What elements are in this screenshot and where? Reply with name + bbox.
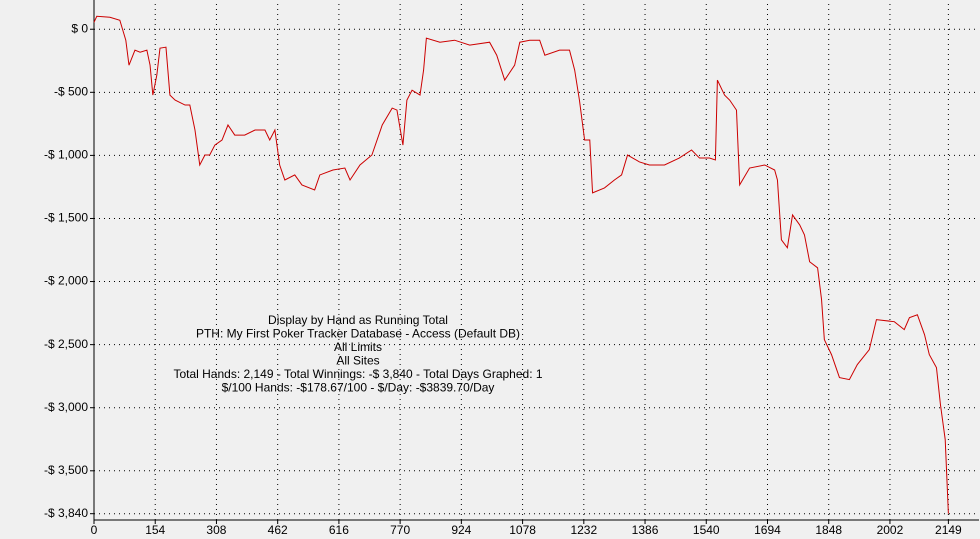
x-tick-label: 0	[91, 523, 98, 537]
x-tick-label: 1386	[632, 523, 659, 537]
y-tick-label: $ 0	[71, 21, 88, 35]
x-tick-label: 1232	[570, 523, 597, 537]
annotation: All Sites	[336, 354, 379, 368]
x-tick-label: 2002	[877, 523, 904, 537]
series-line	[93, 15, 949, 514]
annotation: Display by Hand as Running Total	[268, 313, 448, 327]
y-tick-label: -$ 2,500	[44, 337, 88, 351]
y-tick-label: -$ 2,000	[44, 274, 88, 288]
y-tick-label: -$ 1,000	[44, 148, 88, 162]
x-tick-label: 616	[329, 523, 349, 537]
x-tick-label: 1540	[693, 523, 720, 537]
x-tick-label: 1848	[815, 523, 842, 537]
y-tick-label: -$ 1,500	[44, 211, 88, 225]
x-tick-label: 770	[390, 523, 410, 537]
annotation: PTH: My First Poker Tracker Database - A…	[196, 327, 520, 341]
x-tick-label: 1078	[509, 523, 536, 537]
annotation: All Limits	[334, 340, 382, 354]
x-tick-label: 154	[145, 523, 165, 537]
x-tick-label: 462	[268, 523, 288, 537]
y-tick-label: -$ 3,000	[44, 400, 88, 414]
y-tick-label: -$ 500	[54, 84, 88, 98]
x-tick-label: 1694	[754, 523, 781, 537]
annotation: $/100 Hands: -$178.67/100 - $/Day: -$383…	[222, 381, 495, 395]
x-tick-label: 2149	[935, 523, 962, 537]
x-tick-label: 924	[451, 523, 471, 537]
y-tick-label: -$ 3,840	[44, 506, 88, 520]
annotation: Total Hands: 2,149 - Total Winnings: -$ …	[173, 367, 542, 381]
y-tick-label: -$ 3,500	[44, 463, 88, 477]
x-tick-label: 308	[206, 523, 226, 537]
